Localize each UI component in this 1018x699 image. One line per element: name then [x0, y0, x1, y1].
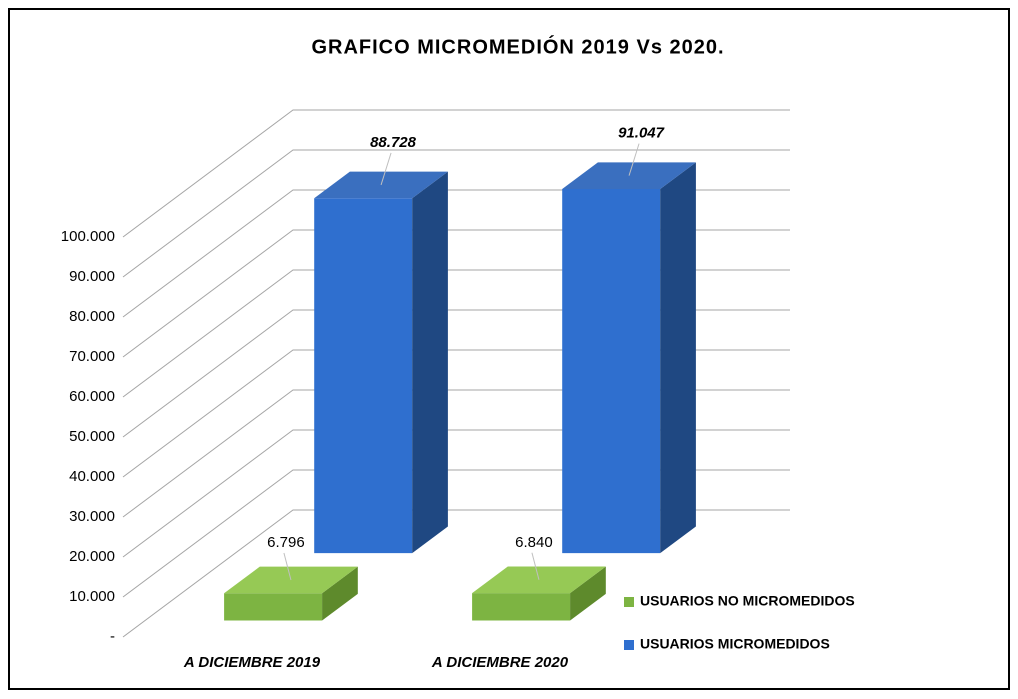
bar-face	[472, 593, 571, 621]
leader-line	[531, 552, 540, 580]
legend-label: USUARIOS NO MICROMEDIDOS	[640, 593, 855, 609]
y-tick-label: 70.000	[69, 348, 115, 365]
bar	[562, 162, 696, 554]
data-label: 6.840	[515, 534, 553, 551]
data-label: 88.728	[370, 134, 417, 151]
y-tick-label: 90.000	[69, 268, 115, 285]
grid-line	[122, 149, 790, 278]
y-tick-label: 100.000	[61, 228, 115, 245]
y-tick-label: 10.000	[69, 588, 115, 605]
x-tick-label: A DICIEMBRE 2020	[431, 654, 569, 671]
y-tick-label: 20.000	[69, 548, 115, 565]
chart-title: GRAFICO MICROMEDIÓN 2019 Vs 2020.	[311, 34, 724, 58]
grid-line	[122, 109, 790, 238]
y-tick-label: 80.000	[69, 308, 115, 325]
bar	[472, 566, 606, 621]
y-tick-label: -	[110, 628, 115, 645]
y-tick-label: 60.000	[69, 388, 115, 405]
bar	[314, 171, 448, 554]
bar-face	[322, 566, 358, 621]
leader-line	[283, 552, 292, 581]
legend-label: USUARIOS MICROMEDIDOS	[640, 636, 830, 652]
y-tick-label: 30.000	[69, 508, 115, 525]
leader-line	[628, 143, 640, 176]
data-label: 6.796	[267, 534, 305, 551]
y-tick-label: 40.000	[69, 468, 115, 485]
bar-face	[562, 188, 661, 554]
bar-face	[570, 566, 606, 621]
bar-face	[472, 566, 606, 594]
bar-face	[412, 171, 448, 554]
bar-face	[314, 171, 448, 199]
legend-swatch	[624, 640, 634, 650]
bar-face	[224, 593, 323, 621]
leader-line	[380, 152, 392, 186]
legend-swatch	[624, 597, 634, 607]
bar-face	[660, 162, 696, 554]
y-tick-label: 50.000	[69, 428, 115, 445]
x-tick-label: A DICIEMBRE 2019	[183, 654, 321, 671]
bar-face	[314, 198, 413, 554]
data-label: 91.047	[618, 125, 665, 142]
